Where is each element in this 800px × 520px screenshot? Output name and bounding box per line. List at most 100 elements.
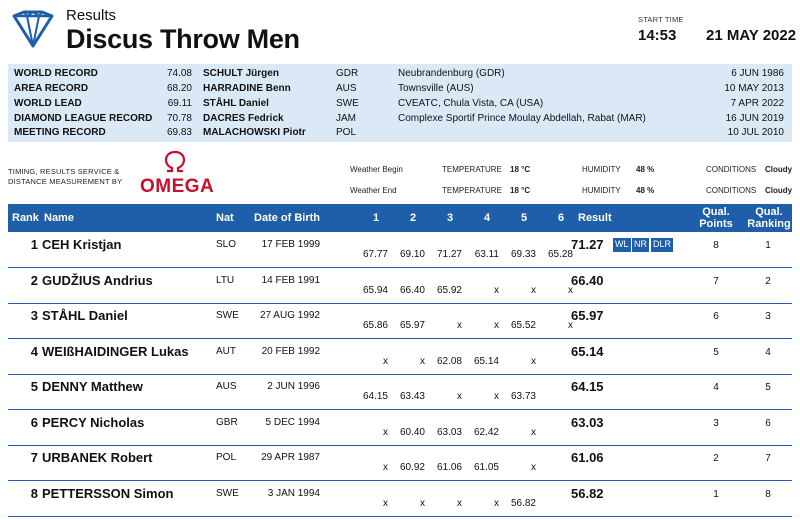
record-label: AREA RECORD [14, 83, 89, 94]
weather-begin-temp-label: TEMPERATURE [442, 165, 502, 174]
omega-brand: OMEGA [140, 176, 215, 197]
record-badge: WL [613, 238, 631, 252]
col-nat: Nat [216, 212, 234, 224]
weather-end-conditions: Cloudy [765, 186, 793, 195]
record-holder: MALACHOWSKI Piotr [203, 127, 306, 138]
weather-end-humidity: 48 % [636, 186, 655, 195]
result-row: 2 GUDŽIUS Andrius LTU 14 FEB 1991 65.94 66.40… [8, 268, 792, 304]
athlete-name: DENNY Matthew [42, 379, 143, 394]
record-label: WORLD LEAD [14, 98, 82, 109]
record-label: WORLD RECORD [14, 68, 98, 79]
col-attempt-1: 1 [373, 212, 380, 224]
timing-credit-line-1: TIMING, RESULTS SERVICE & [8, 167, 120, 176]
athlete-name: URBANEK Robert [42, 450, 153, 465]
diamond-league-logo-icon [12, 10, 54, 48]
event-date: 21 MAY 2022 [706, 27, 797, 44]
attempt-4: x [494, 320, 499, 331]
athlete-result: 63.03 [571, 414, 604, 430]
report-type-label: Results [66, 7, 117, 24]
athlete-rank: 5 [30, 379, 38, 394]
attempt-5: x [531, 284, 536, 296]
attempt-2: 66.40 [399, 284, 425, 296]
qual-ranking: 8 [765, 488, 771, 500]
col-qual-points-2: Points [699, 218, 733, 230]
record-badge: DLR [651, 238, 674, 252]
weather-end-humidity-label: HUMIDITY [582, 186, 621, 195]
athlete-result: 71.27 [571, 237, 604, 252]
qual-points: 8 [713, 240, 719, 251]
athlete-dob: 17 FEB 1999 [261, 239, 320, 250]
attempt-5: x [531, 426, 536, 438]
athlete-dob: 29 APR 1987 [261, 452, 320, 463]
record-label: MEETING RECORD [14, 127, 106, 138]
record-badge: NR [632, 238, 649, 252]
weather-end-conditions-label: CONDITIONS [706, 186, 757, 195]
attempt-1: x [383, 462, 388, 473]
record-row: WORLD RECORD 74.08 SCHULT Jürgen GDR Neubran… [8, 67, 792, 81]
attempt-5: 69.33 [510, 249, 536, 260]
athlete-name: CEH Kristjan [42, 237, 122, 252]
record-nat: POL [336, 127, 357, 138]
record-date: 6 JUN 1986 [731, 68, 784, 79]
attempt-3: 62.08 [436, 355, 462, 367]
athlete-dob: 20 FEB 1992 [261, 345, 320, 357]
athlete-result: 65.14 [571, 343, 604, 359]
attempt-4: x [494, 497, 499, 509]
timing-credit: TIMING, RESULTS SERVICE & DISTANCE MEASU… [8, 167, 122, 187]
record-date: 10 JUL 2010 [727, 127, 784, 138]
record-holder: HARRADINE Benn [203, 83, 291, 94]
col-qual-points-1: Qual. [702, 206, 730, 218]
omega-symbol-icon [164, 151, 186, 173]
attempt-1: x [383, 497, 388, 509]
athlete-result: 66.40 [571, 272, 604, 288]
athlete-nat: SWE [216, 487, 239, 499]
qual-points: 1 [713, 488, 719, 500]
attempt-6: 65.28 [547, 249, 573, 260]
weather-begin-conditions: Cloudy [765, 165, 793, 174]
record-holder: SCHULT Jürgen [203, 68, 279, 79]
result-row: 8 PETTERSSON Simon SWE 3 JAN 1994 x x x x 56.82 5… [8, 481, 792, 517]
record-value: 68.20 [166, 83, 192, 94]
qual-ranking: 1 [765, 240, 771, 251]
attempt-5: x [531, 462, 536, 473]
start-time-label: START TIME [638, 15, 684, 24]
attempt-2: 63.43 [399, 391, 425, 402]
record-date: 10 MAY 2013 [724, 83, 784, 94]
qual-points: 3 [713, 417, 719, 429]
attempt-2: 60.92 [399, 462, 425, 473]
col-attempt-4: 4 [484, 212, 491, 224]
qual-ranking: 6 [765, 417, 771, 429]
athlete-name: GUDŽIUS Andrius [42, 272, 153, 288]
col-rank: Rank [12, 212, 39, 224]
col-dob: Date of Birth [254, 212, 320, 224]
athlete-result: 56.82 [571, 485, 604, 501]
result-row: 1 CEH Kristjan SLO 17 FEB 1999 67.77 69.10 71.… [8, 232, 792, 268]
record-venue: CVEATC, Chula Vista, CA (USA) [398, 98, 544, 109]
col-attempt-2: 2 [410, 212, 417, 224]
attempt-1: 65.86 [362, 320, 388, 331]
athlete-nat: LTU [216, 274, 235, 286]
start-time: 14:53 [638, 27, 677, 44]
attempt-5: 65.52 [510, 320, 536, 331]
record-venue: Townsville (AUS) [398, 83, 474, 94]
athlete-dob: 2 JUN 1996 [267, 381, 320, 392]
qual-points: 5 [713, 346, 719, 358]
attempt-4: 61.05 [473, 462, 499, 473]
attempt-1: x [383, 355, 388, 367]
weather-end-temp: 18 °C [510, 186, 531, 195]
col-attempt-6: 6 [558, 212, 565, 224]
qual-ranking: 5 [765, 382, 771, 393]
athlete-rank: 8 [30, 485, 38, 501]
record-label: DIAMOND LEAGUE RECORD [14, 113, 153, 124]
attempt-1: 64.15 [362, 391, 388, 402]
athlete-name: WEIßHAIDINGER Lukas [42, 343, 189, 359]
athlete-nat: POL [216, 452, 237, 463]
athlete-nat: SLO [216, 239, 237, 250]
athlete-rank: 7 [30, 450, 38, 465]
record-value: 69.83 [166, 127, 192, 138]
weather-begin-conditions-label: CONDITIONS [706, 165, 757, 174]
athlete-result: 64.15 [571, 379, 604, 394]
record-holder: STÅHL Daniel [203, 98, 269, 109]
event-title: Discus Throw Men [66, 24, 300, 54]
athlete-rank: 6 [30, 414, 38, 430]
